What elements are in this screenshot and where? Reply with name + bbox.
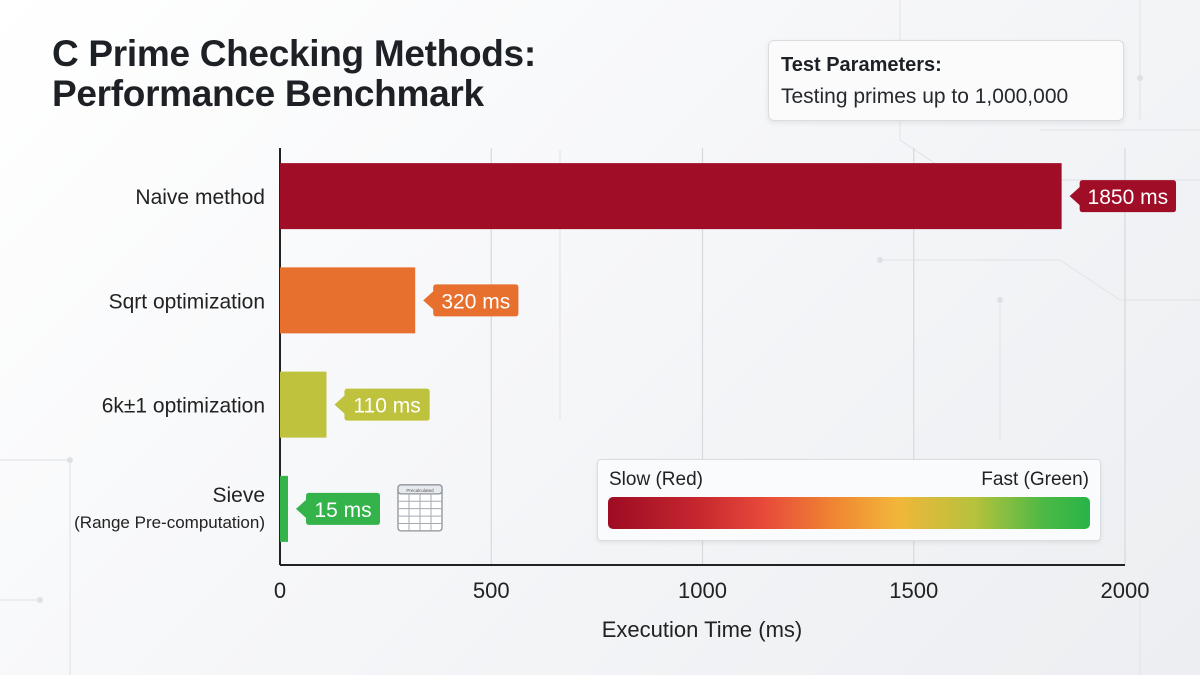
legend-fast-label: Fast (Green) [981,469,1089,490]
x-tick-label: 0 [274,578,286,603]
test-parameters-heading: Test Parameters: [781,54,942,76]
title-line-1: C Prime Checking Methods: [52,33,536,74]
precalculated-table-icon: Precalculated [397,484,443,532]
category-label: 6k±1 optimization [102,395,265,418]
speed-legend: Slow (Red) Fast (Green) [597,459,1101,541]
bar [280,267,416,334]
category-sublabel: (Range Pre-computation) [74,513,265,532]
category-label: Sqrt optimization [109,290,265,313]
data-label: 110 ms [353,395,420,418]
x-axis-title: Execution Time (ms) [602,617,803,642]
value-callout [334,388,430,421]
legend-gradient-bar [608,497,1090,529]
page-title: C Prime Checking Methods: Performance Be… [52,34,536,114]
svg-text:Precalculated: Precalculated [406,488,434,493]
data-label: 320 ms [441,290,510,313]
x-tick-label: 1500 [889,578,938,603]
test-parameters-text: Testing primes up to 1,000,000 [781,85,1069,108]
bar [280,475,288,542]
value-callout [423,284,519,317]
value-callout [296,492,380,525]
value-callout [1069,180,1177,213]
legend-slow-label: Slow (Red) [609,469,703,490]
data-label: 1850 ms [1088,186,1169,209]
category-label: Sieve [212,484,265,507]
x-tick-label: 2000 [1101,578,1150,603]
x-tick-label: 500 [473,578,510,603]
data-label: 15 ms [314,499,371,522]
bar [280,163,1062,230]
title-line-2: Performance Benchmark [52,73,484,114]
category-label: Naive method [135,186,265,209]
x-tick-label: 1000 [678,578,727,603]
bar [280,371,327,438]
test-parameters-box: Test Parameters: Testing primes up to 1,… [768,40,1124,121]
